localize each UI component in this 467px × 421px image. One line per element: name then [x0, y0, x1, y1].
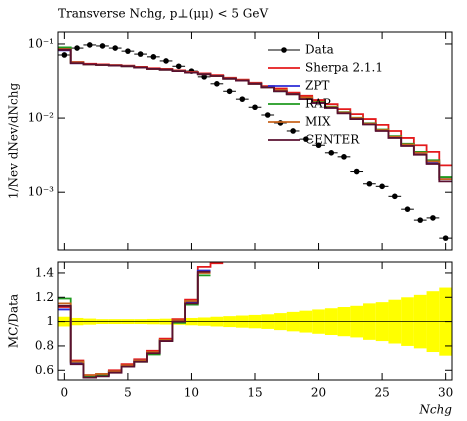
- data-point: [303, 136, 309, 142]
- data-point: [392, 193, 398, 200]
- legend-label: MIX: [305, 115, 331, 129]
- plot-area: [58, 42, 452, 241]
- y-axis-label: 1/Nev dNev/dNchg: [7, 83, 21, 200]
- data-point: [379, 183, 385, 190]
- mc-histogram: [58, 49, 452, 183]
- x-tick-label: 0: [61, 386, 69, 400]
- data-point: [353, 168, 360, 175]
- data-point: [99, 43, 106, 49]
- data-point: [201, 74, 207, 80]
- x-tick-label: 10: [184, 386, 199, 400]
- y-tick-label: 10⁻²: [28, 111, 55, 125]
- mc-histogram: [58, 46, 452, 178]
- data-point: [328, 150, 335, 156]
- data-point: [112, 45, 118, 51]
- data-point: [366, 180, 373, 187]
- x-axis-label: Nchg: [418, 403, 452, 417]
- legend-label: CENTER: [305, 133, 360, 147]
- mc-histogram: [58, 48, 452, 181]
- legend-label: RAP: [305, 97, 331, 111]
- legend-label: Sherpa 2.1.1: [305, 61, 383, 75]
- x-tick-label: 5: [124, 386, 132, 400]
- data-point: [214, 81, 220, 87]
- y-tick-label: 10⁻³: [28, 185, 55, 199]
- x-tick-label: 30: [438, 386, 453, 400]
- data-point: [430, 215, 436, 221]
- data-point: [163, 58, 169, 64]
- data-point: [86, 42, 93, 48]
- y-tick-label: 1.2: [35, 290, 54, 304]
- ratio-y-axis-label: MC/Data: [7, 294, 21, 348]
- data-point: [61, 52, 68, 58]
- data-point: [417, 217, 424, 223]
- data-point: [74, 45, 80, 51]
- mc-histogram: [58, 49, 452, 181]
- legend-marker: [281, 47, 287, 53]
- data-point: [226, 88, 233, 95]
- y-tick-label: 1: [46, 314, 54, 328]
- plot-area: [58, 262, 452, 379]
- data-point: [341, 154, 347, 160]
- y-tick-label: 10⁻¹: [28, 36, 54, 50]
- data-point: [150, 54, 157, 60]
- x-tick-label: 15: [247, 386, 262, 400]
- x-tick-label: 25: [374, 386, 389, 400]
- data-point: [277, 120, 284, 126]
- y-tick-label: 1.4: [35, 265, 54, 279]
- y-tick-label: 0.6: [35, 363, 54, 377]
- data-point: [125, 48, 131, 54]
- data-point: [404, 206, 411, 212]
- y-tick-label: 0.8: [35, 338, 54, 352]
- legend-label: ZPT: [305, 79, 329, 93]
- data-point: [137, 51, 144, 57]
- data-point: [175, 63, 182, 70]
- data-point: [264, 112, 271, 118]
- x-tick-label: 20: [311, 386, 326, 400]
- legend-label: Data: [305, 43, 334, 57]
- chart-title: Transverse Nchg, p⊥(μμ) < 5 GeV: [58, 7, 268, 21]
- mc-histogram: [58, 270, 211, 379]
- data-point: [442, 235, 449, 241]
- data-point: [239, 96, 246, 102]
- data-point: [290, 128, 296, 134]
- data-point: [315, 142, 322, 149]
- data-point: [252, 104, 258, 111]
